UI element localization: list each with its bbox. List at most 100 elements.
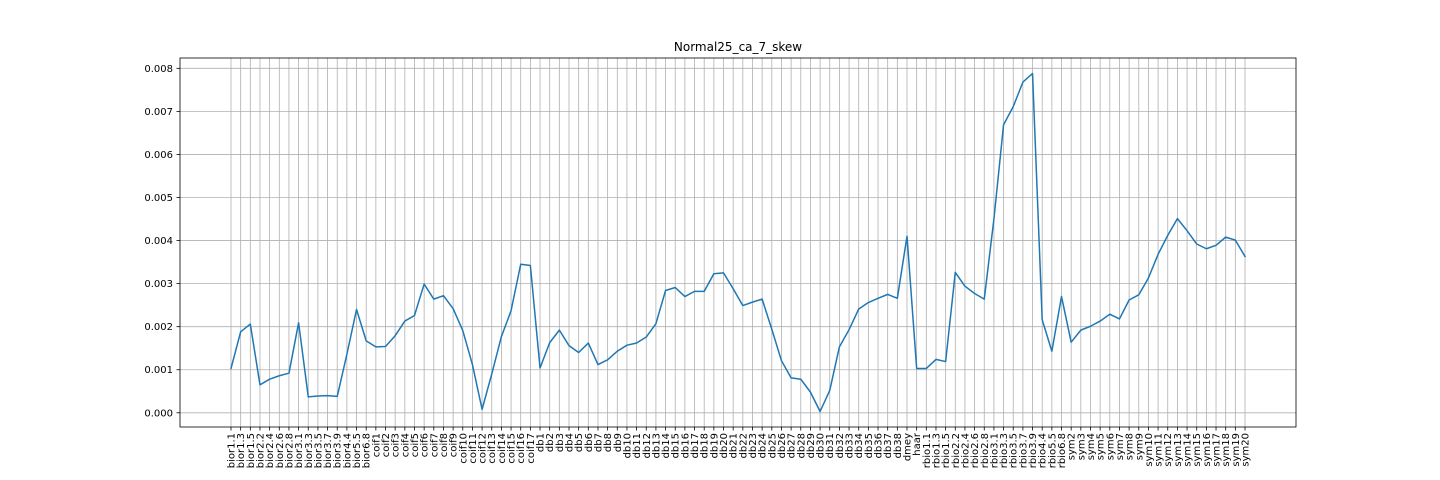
x-tick-label: rbio2.2	[951, 433, 962, 468]
x-tick-label: sym12	[1163, 433, 1174, 467]
x-tick-label: db26	[777, 433, 788, 458]
x-tick-label: sym15	[1192, 433, 1203, 467]
y-tick-label: 0.006	[144, 150, 173, 161]
y-tick-label: 0.008	[144, 64, 173, 75]
x-tick-label: coif6	[420, 433, 431, 457]
x-tick-label: db28	[796, 433, 807, 458]
x-tick-label: rbio1.3	[931, 433, 942, 468]
x-tick-label: sym19	[1231, 433, 1242, 467]
y-tick-label: 0.003	[144, 279, 173, 290]
y-tick-label: 0.002	[144, 322, 173, 333]
x-tick-label: sym10	[1144, 433, 1155, 467]
grid	[180, 58, 1296, 427]
x-tick-label: db13	[651, 433, 662, 458]
x-tick-label: bior4.4	[342, 433, 353, 468]
x-tick-label: coif15	[507, 433, 518, 464]
x-tick-label: sym8	[1125, 433, 1136, 460]
x-tick-label: db34	[854, 433, 865, 458]
plot-frame	[179, 57, 1297, 428]
chart-title: Normal25_ca_7_skew	[674, 40, 802, 54]
x-axis: bior1.1bior1.3bior1.5bior2.2bior2.4bior2…	[227, 427, 1252, 468]
x-tick-label: db4	[565, 433, 576, 452]
x-tick-label: haar	[912, 432, 923, 456]
x-tick-label: sym16	[1202, 433, 1213, 467]
x-tick-label: db6	[584, 433, 595, 452]
x-tick-label: rbio1.1	[922, 433, 933, 468]
x-tick-label: rbio2.4	[960, 433, 971, 468]
x-tick-label: coif5	[410, 433, 421, 457]
x-tick-label: coif3	[391, 433, 402, 457]
x-tick-label: coif17	[526, 433, 537, 464]
x-tick-label: db31	[825, 433, 836, 458]
x-tick-label: coif7	[429, 433, 440, 457]
x-tick-label: db38	[893, 433, 904, 458]
x-tick-label: bior1.1	[227, 433, 238, 468]
y-tick-label: 0.007	[144, 107, 173, 118]
x-tick-label: rbio5.5	[1047, 433, 1058, 468]
x-tick-label: sym9	[1134, 433, 1145, 460]
x-tick-label: db16	[680, 433, 691, 458]
x-tick-label: coif11	[468, 433, 479, 464]
x-tick-label: bior6.8	[362, 433, 373, 468]
x-tick-label: db19	[709, 433, 720, 458]
x-tick-label: db15	[671, 433, 682, 458]
x-tick-label: db35	[864, 433, 875, 458]
x-tick-label: rbio3.9	[1028, 433, 1039, 468]
x-tick-label: sym5	[1096, 433, 1107, 460]
x-tick-label: rbio2.6	[970, 433, 981, 468]
x-tick-label: db2	[545, 433, 556, 452]
x-tick-label: db24	[758, 433, 769, 458]
x-tick-label: db27	[787, 433, 798, 458]
x-tick-label: db25	[767, 433, 778, 458]
x-tick-label: rbio3.7	[1018, 433, 1029, 468]
x-tick-label: rbio4.4	[1038, 433, 1049, 468]
x-tick-label: db14	[661, 433, 672, 458]
y-tick-label: 0.005	[144, 193, 173, 204]
x-tick-label: db29	[806, 433, 817, 458]
x-tick-label: rbio3.1	[989, 433, 1000, 468]
x-tick-label: db17	[690, 433, 701, 458]
x-tick-label: coif1	[371, 433, 382, 457]
series-line	[230, 72, 1247, 413]
x-tick-label: coif14	[497, 433, 508, 464]
x-tick-label: db8	[603, 433, 614, 452]
x-tick-label: sym13	[1173, 433, 1184, 467]
x-tick-label: rbio1.5	[941, 433, 952, 468]
x-tick-label: db11	[632, 433, 643, 458]
series-layer	[230, 72, 1247, 413]
x-tick-label: sym14	[1183, 433, 1194, 467]
x-tick-label: db10	[622, 433, 633, 458]
x-tick-label: bior1.5	[246, 433, 257, 468]
x-tick-label: bior5.5	[352, 433, 363, 468]
x-tick-label: coif4	[400, 433, 411, 457]
x-tick-label: bior3.9	[333, 433, 344, 468]
x-tick-label: bior2.4	[265, 433, 276, 468]
x-tick-label: sym4	[1086, 433, 1097, 460]
x-tick-label: db32	[835, 433, 846, 458]
x-tick-label: bior2.8	[284, 433, 295, 468]
x-tick-label: db33	[845, 433, 856, 458]
x-tick-label: db36	[874, 433, 885, 458]
y-tick-label: 0.001	[144, 365, 173, 376]
x-tick-label: db23	[748, 433, 759, 458]
x-tick-label: db20	[719, 433, 730, 458]
x-tick-label: bior3.1	[294, 433, 305, 468]
x-tick-label: coif9	[449, 433, 460, 457]
x-tick-label: sym6	[1105, 433, 1116, 460]
x-tick-label: db7	[593, 433, 604, 452]
x-tick-label: db21	[729, 433, 740, 458]
x-tick-label: sym7	[1115, 433, 1126, 460]
x-tick-label: rbio6.8	[1057, 433, 1068, 468]
x-tick-label: db3	[555, 433, 566, 452]
x-tick-label: rbio2.8	[980, 433, 991, 468]
x-tick-label: coif2	[381, 433, 392, 457]
x-tick-label: db12	[642, 433, 653, 458]
x-tick-label: db9	[613, 433, 624, 452]
x-tick-label: rbio3.3	[999, 433, 1010, 468]
x-tick-label: sym11	[1154, 433, 1165, 467]
y-tick-label: 0.000	[144, 408, 173, 419]
x-tick-label: bior2.6	[275, 433, 286, 468]
x-tick-label: coif8	[439, 433, 450, 457]
x-tick-label: db22	[738, 433, 749, 458]
